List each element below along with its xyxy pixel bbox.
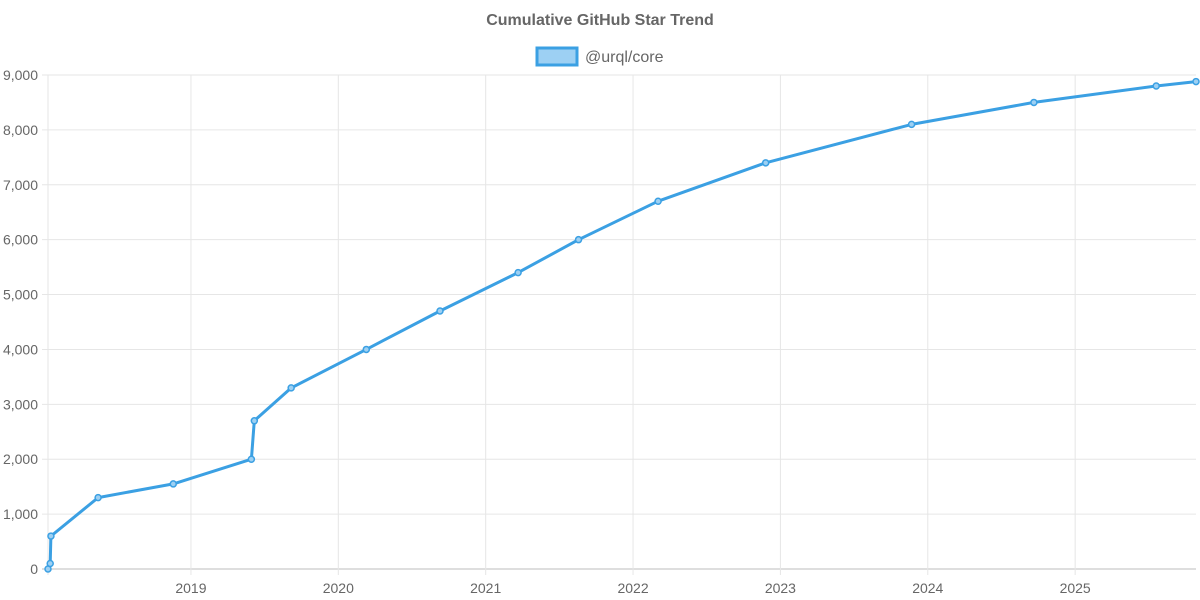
data-point[interactable] xyxy=(362,345,371,354)
legend[interactable]: @urql/core xyxy=(535,46,664,67)
data-point[interactable] xyxy=(250,417,259,425)
data-point[interactable] xyxy=(907,120,916,129)
y-tick-label: 5,000 xyxy=(3,287,38,303)
y-tick-label: 6,000 xyxy=(3,232,38,248)
x-tick-label: 2023 xyxy=(765,580,796,596)
y-tick-label: 8,000 xyxy=(3,122,38,138)
x-tick-label: 2024 xyxy=(912,580,943,596)
axes: 0 1,000 2,000 3,000 4,000 5,000 6,000 7,000 8,00… xyxy=(3,67,1091,596)
chart-title: Cumulative GitHub Star Trend xyxy=(486,12,714,29)
data-point[interactable] xyxy=(574,235,583,244)
data-point[interactable] xyxy=(287,384,295,392)
data-point[interactable] xyxy=(47,532,55,540)
x-tick-label: 2019 xyxy=(175,580,206,596)
x-tick-label: 2021 xyxy=(470,580,501,596)
data-point[interactable] xyxy=(94,493,102,502)
y-tick-label: 4,000 xyxy=(3,341,38,357)
y-tick-label: 1,000 xyxy=(3,506,38,522)
data-point[interactable] xyxy=(46,559,54,568)
y-tick-label: 7,000 xyxy=(3,177,38,193)
x-tick-label: 2022 xyxy=(617,580,648,596)
series-line xyxy=(46,80,1198,571)
legend-swatch[interactable] xyxy=(535,46,579,67)
y-tick-label: 0 xyxy=(30,561,38,577)
data-point[interactable] xyxy=(514,268,522,277)
y-tick-label: 3,000 xyxy=(3,396,38,412)
y-tick-label: 9,000 xyxy=(3,67,38,83)
data-point[interactable] xyxy=(169,480,178,488)
data-point[interactable] xyxy=(247,455,256,463)
grid xyxy=(42,74,1196,575)
data-point[interactable] xyxy=(761,159,770,167)
data-point[interactable] xyxy=(1152,82,1160,90)
x-tick-label: 2025 xyxy=(1060,580,1091,596)
data-point[interactable] xyxy=(654,197,662,205)
legend-label[interactable]: @urql/core xyxy=(585,49,664,66)
y-tick-label: 2,000 xyxy=(3,451,38,467)
x-tick-label: 2020 xyxy=(323,580,354,596)
data-point[interactable] xyxy=(1192,77,1200,86)
series-layer xyxy=(44,77,1200,573)
data-point[interactable] xyxy=(436,307,444,315)
data-point[interactable] xyxy=(1030,98,1038,107)
